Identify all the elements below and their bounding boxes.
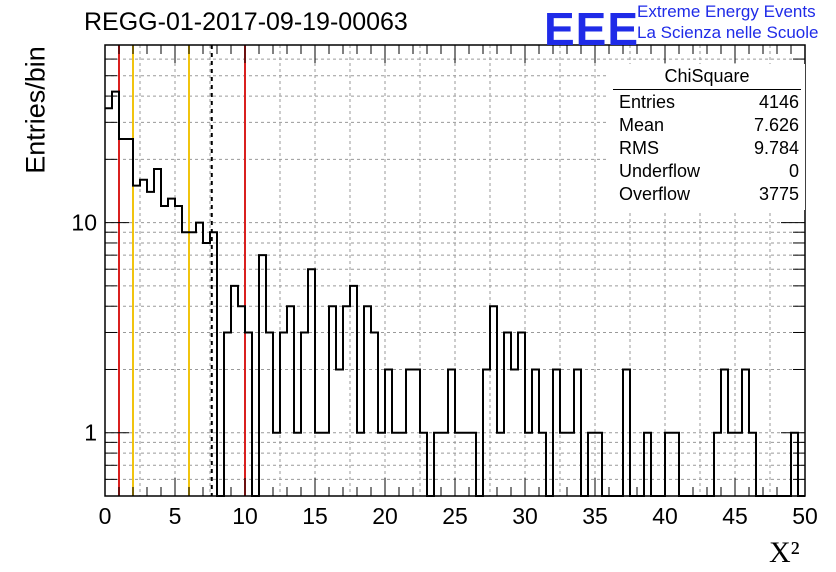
stat-value: 7.626 bbox=[753, 115, 799, 135]
stats-title: ChiSquare bbox=[664, 66, 750, 86]
grid-lines bbox=[105, 45, 805, 496]
stat-row-rms: RMS 9.784 bbox=[619, 138, 799, 159]
x-tick-label: 50 bbox=[792, 503, 818, 529]
stat-row-underflow: Underflow 0 bbox=[619, 161, 799, 182]
stat-label: RMS bbox=[619, 138, 659, 158]
stat-row-entries: Entries 4146 bbox=[619, 92, 799, 113]
stat-label: Overflow bbox=[619, 184, 691, 204]
x-axis-label: X² bbox=[769, 536, 800, 569]
stat-label: Underflow bbox=[619, 161, 701, 181]
y-tick-label: 1 bbox=[84, 420, 97, 446]
x-tick-label: 45 bbox=[722, 503, 748, 529]
x-tick-label: 0 bbox=[99, 503, 112, 529]
statistics-box: ChiSquare Entries 4146 Mean 7.626 RMS 9.784… bbox=[609, 64, 805, 210]
axis-ticks bbox=[104, 45, 806, 496]
x-tick-label: 35 bbox=[582, 503, 608, 529]
x-tick-label: 20 bbox=[372, 503, 398, 529]
y-tick-label: 10 bbox=[71, 210, 97, 236]
x-tick-label: 25 bbox=[442, 503, 468, 529]
logo-subtitle-2: La Scienza nelle Scuole bbox=[637, 23, 819, 42]
stat-label: Mean bbox=[619, 115, 665, 135]
stat-row-overflow: Overflow 3775 bbox=[619, 184, 799, 205]
reference-lines bbox=[118, 45, 246, 496]
x-tick-label: 5 bbox=[169, 503, 182, 529]
chart-title: REGG-01-2017-09-19-00063 bbox=[84, 8, 408, 36]
y-axis-label: Entries/bin bbox=[20, 46, 51, 174]
stat-label: Entries bbox=[619, 92, 676, 112]
stats-divider bbox=[613, 89, 801, 90]
stat-row-mean: Mean 7.626 bbox=[619, 115, 799, 136]
stat-value: 3775 bbox=[758, 184, 799, 204]
x-tick-label: 10 bbox=[232, 503, 258, 529]
stat-value: 4146 bbox=[758, 92, 799, 112]
stat-value: 9.784 bbox=[753, 138, 799, 158]
eee-logo: EEE bbox=[544, 3, 640, 55]
x-tick-label: 40 bbox=[652, 503, 678, 529]
stat-value: 0 bbox=[788, 161, 799, 181]
logo-subtitle-1: Extreme Energy Events bbox=[637, 2, 816, 21]
tick-labels: 0 5 10 15 20 25 30 35 40 45 50 1 10 bbox=[71, 210, 817, 529]
x-tick-label: 15 bbox=[302, 503, 328, 529]
x-tick-label: 30 bbox=[512, 503, 538, 529]
